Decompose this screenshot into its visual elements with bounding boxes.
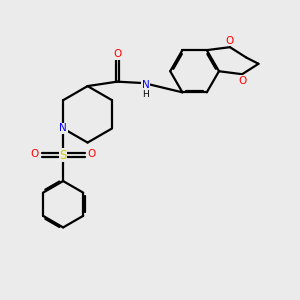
Text: O: O — [238, 76, 246, 86]
Text: N: N — [142, 80, 149, 90]
Text: O: O — [113, 49, 122, 59]
Text: N: N — [59, 124, 67, 134]
Text: S: S — [59, 149, 67, 162]
Text: O: O — [31, 149, 39, 159]
Text: O: O — [87, 149, 95, 159]
Text: H: H — [142, 90, 149, 99]
Text: O: O — [226, 36, 234, 46]
